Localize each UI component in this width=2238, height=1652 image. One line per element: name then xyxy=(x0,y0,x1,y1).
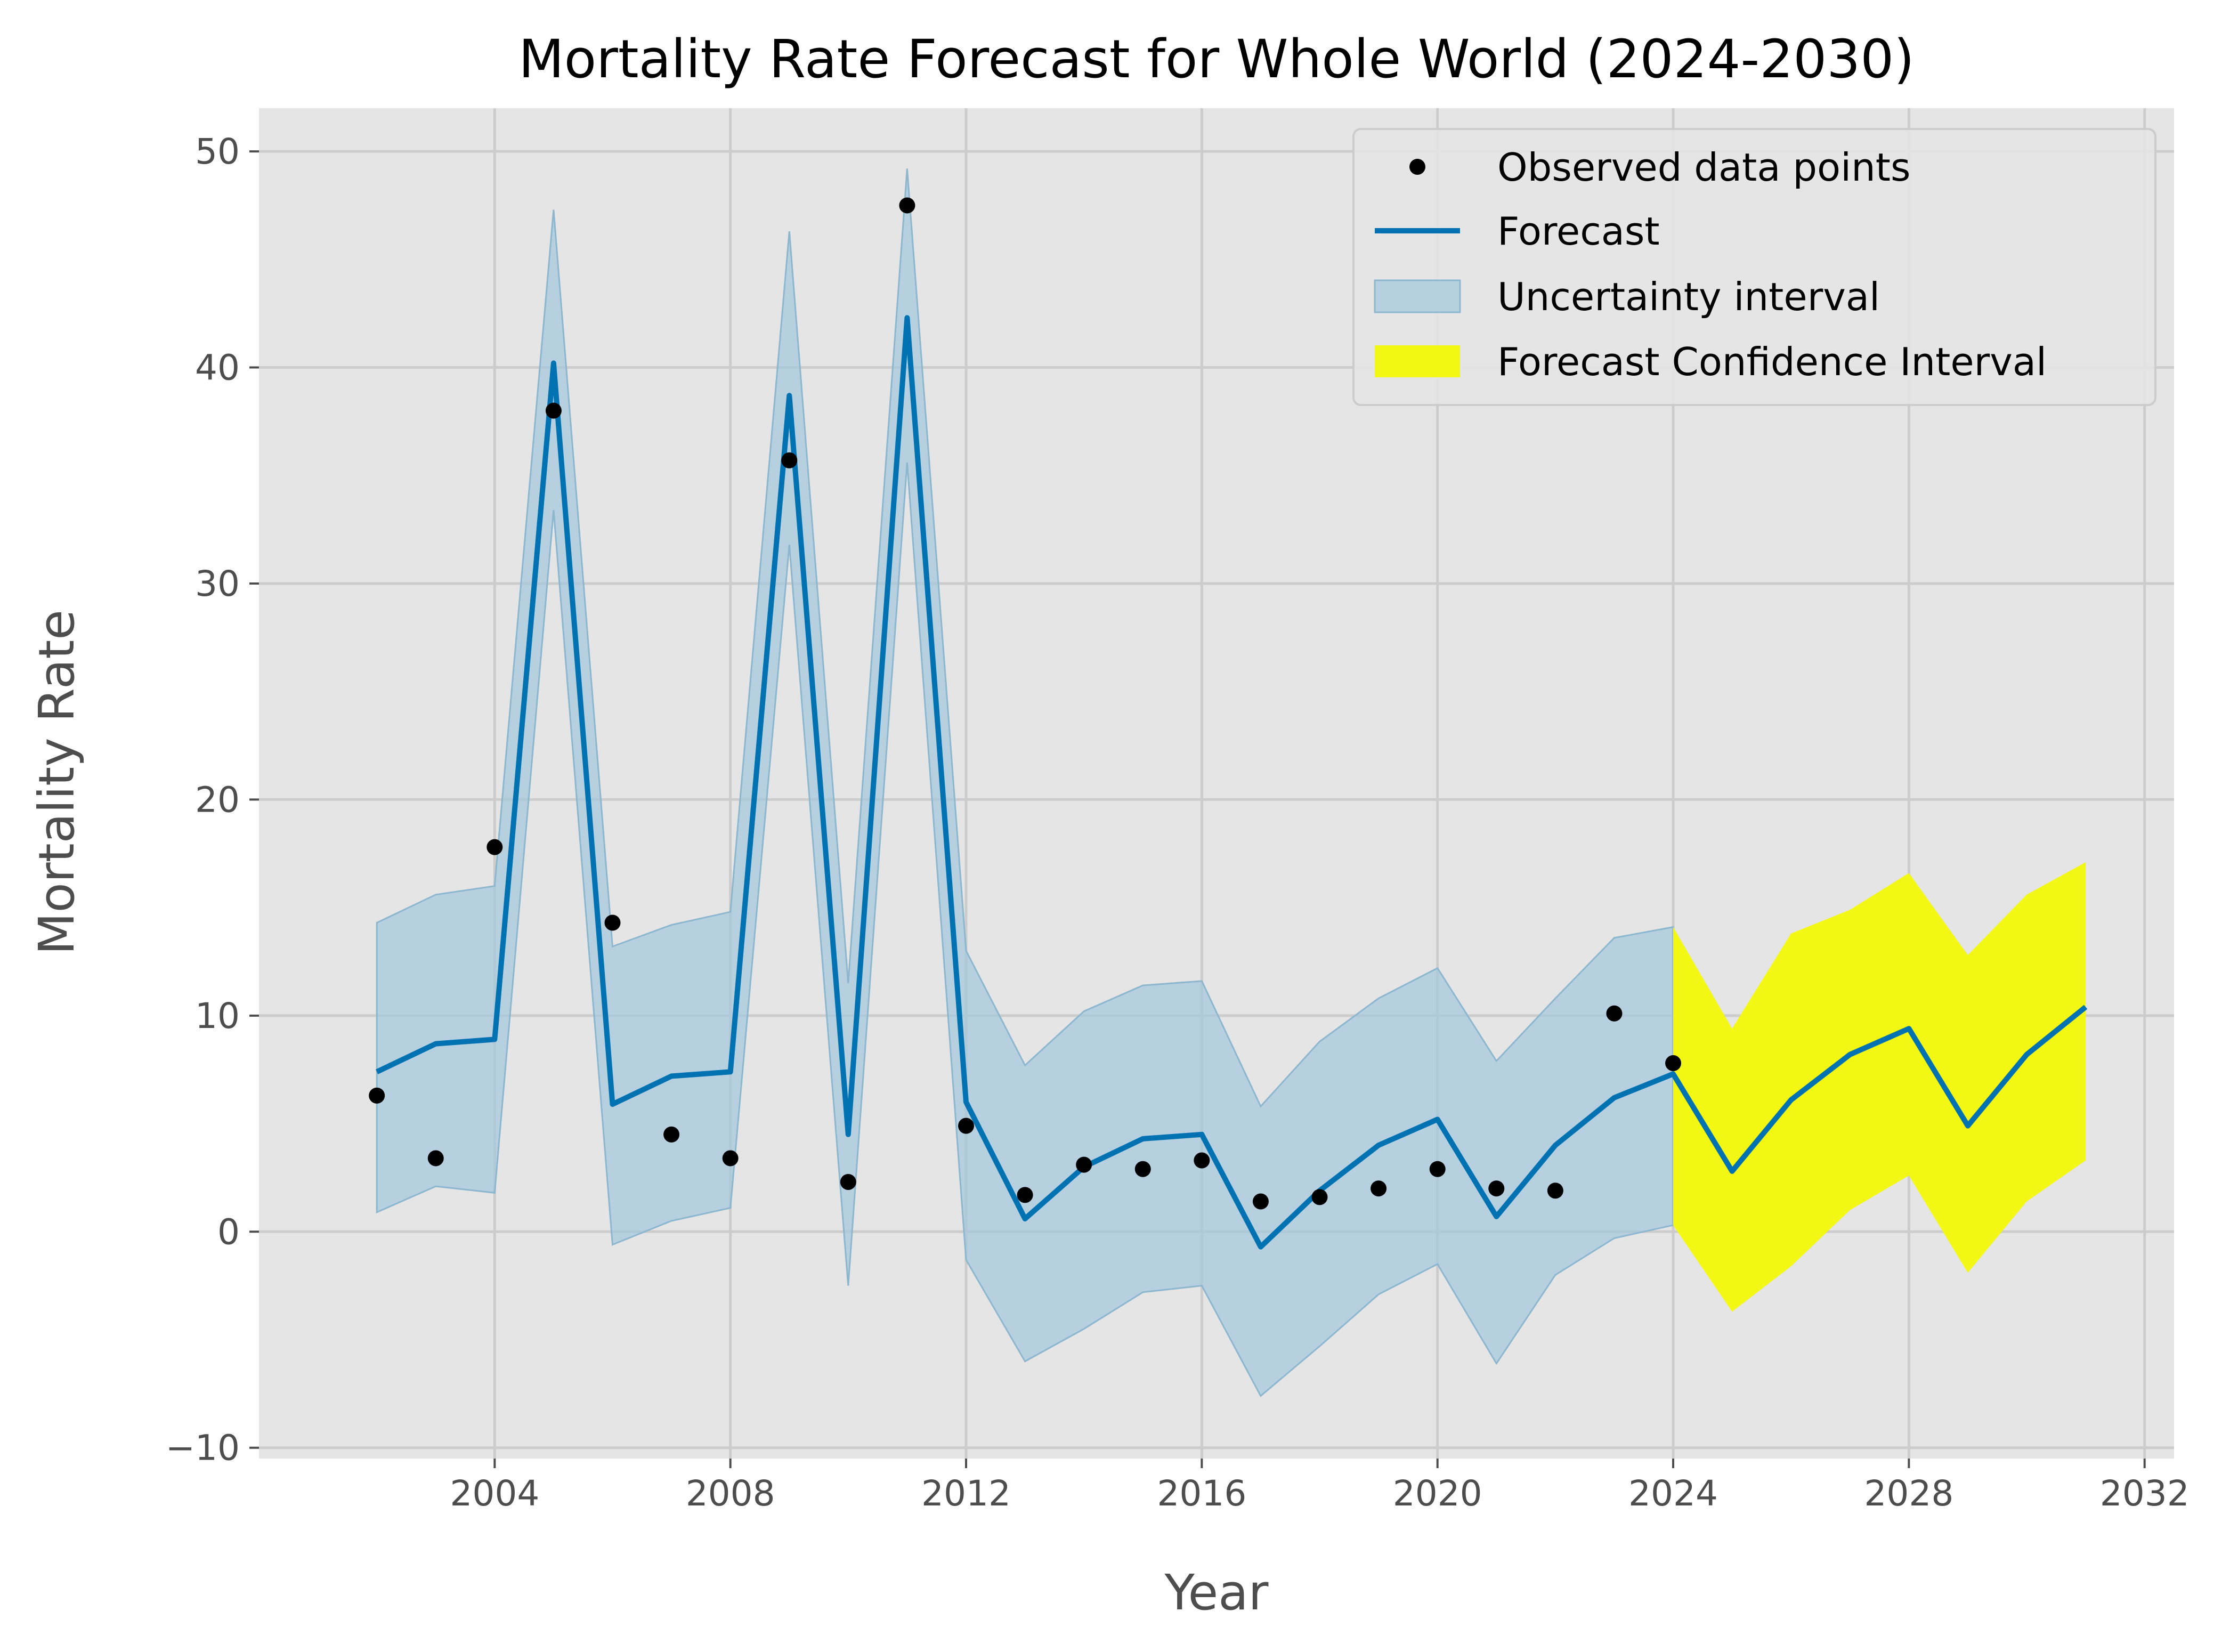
x-tick-label: 2020 xyxy=(1393,1473,1482,1514)
y-tick-label: 40 xyxy=(195,347,240,388)
x-tick-label: 2012 xyxy=(921,1473,1011,1514)
observed-point xyxy=(1076,1156,1092,1173)
observed-point xyxy=(1606,1005,1623,1022)
legend-box xyxy=(1352,128,2156,406)
observed-point xyxy=(663,1126,680,1143)
observed-point xyxy=(1134,1161,1151,1177)
observed-point xyxy=(899,197,915,214)
y-tick-label: 30 xyxy=(195,563,240,604)
forecast-line xyxy=(376,315,2088,1250)
axis-ticks: 2004 2008 2012 2016 2020 2024 2028 2032 −10 0 10 20… xyxy=(166,131,2190,1514)
observed-point xyxy=(958,1117,975,1134)
y-tick-label: 10 xyxy=(195,995,240,1036)
y-tick-label: −10 xyxy=(166,1428,240,1469)
legend: Observed data points Forecast Uncertainty … xyxy=(1352,128,2156,406)
observed-point xyxy=(781,452,798,468)
observed-point xyxy=(604,914,621,931)
legend-label: Uncertainty interval xyxy=(1497,274,1880,319)
observed-point xyxy=(1371,1180,1387,1197)
y-axis-label: Mortality Rate xyxy=(28,610,85,955)
legend-label: Forecast xyxy=(1497,209,1660,254)
y-tick-label: 20 xyxy=(195,779,240,820)
observed-point xyxy=(1194,1152,1210,1169)
observed-point xyxy=(1547,1183,1563,1199)
forecast-confidence-band xyxy=(1673,862,2086,1312)
legend-label: Observed data points xyxy=(1497,145,1910,190)
observed-points xyxy=(369,197,1682,1210)
y-tick-label: 0 xyxy=(217,1211,240,1252)
legend-swatch-uncertainty xyxy=(1374,279,1461,313)
x-tick-label: 2028 xyxy=(1864,1473,1953,1514)
x-tick-label: 2016 xyxy=(1157,1473,1246,1514)
observed-point xyxy=(1017,1187,1033,1203)
observed-point xyxy=(840,1174,856,1191)
observed-point xyxy=(1429,1161,1446,1177)
chart-title: Mortality Rate Forecast for Whole World … xyxy=(518,29,1915,90)
x-tick-label: 2024 xyxy=(1628,1473,1718,1514)
x-axis-label: Year xyxy=(1164,1564,1269,1621)
observed-point xyxy=(1488,1180,1505,1197)
observed-point xyxy=(369,1087,385,1104)
y-tick-label: 50 xyxy=(195,131,240,172)
observed-point xyxy=(1665,1055,1682,1072)
forecast-line-layer xyxy=(376,315,2088,1250)
x-tick-label: 2032 xyxy=(2100,1473,2190,1514)
legend-label: Forecast Confidence Interval xyxy=(1497,339,2047,384)
interval-bands xyxy=(376,168,2086,1397)
x-tick-label: 2004 xyxy=(450,1473,539,1514)
observed-point xyxy=(545,402,562,419)
observed-point xyxy=(722,1150,739,1167)
observed-point xyxy=(486,839,503,855)
legend-swatch-observed xyxy=(1409,159,1425,175)
observed-point xyxy=(1311,1189,1328,1205)
observed-point xyxy=(1252,1193,1269,1210)
observed-point xyxy=(427,1150,444,1167)
legend-swatch-forecast-ci xyxy=(1375,345,1460,377)
x-tick-label: 2008 xyxy=(686,1473,775,1514)
